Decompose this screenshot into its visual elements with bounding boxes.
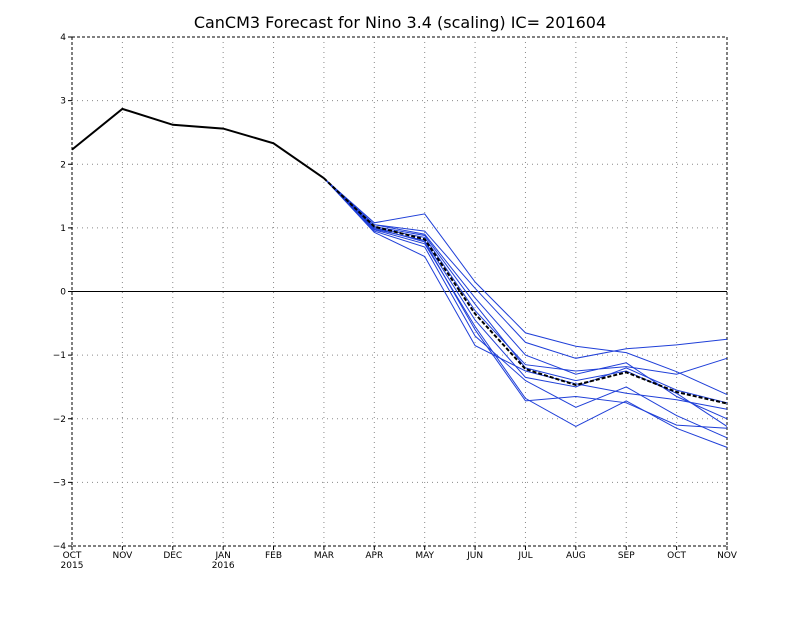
ensemble-mean-line [323,177,728,405]
grid [72,37,727,546]
x-tick-label: SEP [618,551,635,561]
x-tick-label: AUG [566,551,586,561]
x-tick-label: NOV [112,551,133,561]
x-tick-year-label: 2015 [61,561,84,571]
member-series-line [323,177,728,404]
observed-series [71,107,325,180]
member-series-line [323,177,728,448]
x-tick-year-label: 2016 [212,561,235,571]
member-series-line [323,177,728,439]
x-tick-label: JUL [517,551,532,561]
x-tick-label: MAY [415,551,434,561]
y-tick-label: −3 [53,478,66,488]
y-tick-label: 4 [60,33,66,43]
member-series-line [323,177,728,410]
x-tick-label: JUN [466,551,483,561]
x-tick-label: FEB [265,551,282,561]
x-tick-label: OCT [667,551,686,561]
y-tick-label: −1 [53,351,66,361]
plot-frame [71,36,728,547]
chart-title: CanCM3 Forecast for Nino 3.4 (scaling) I… [194,13,606,32]
x-tick-label: JAN [214,551,230,561]
member-series-line [323,177,728,396]
y-tick-label: 2 [60,160,66,170]
x-tick-label: APR [365,551,383,561]
y-tick-label: 1 [60,224,66,234]
x-tick-label: MAR [314,551,334,561]
y-tick-label: −4 [53,542,67,552]
y-tick-label: 0 [60,288,66,298]
y-tick-label: 3 [60,97,66,107]
x-tick-label: NOV [717,551,738,561]
member-series-line [323,177,728,429]
y-tick-label: −2 [53,415,66,425]
member-series-line [323,177,728,359]
ensemble-mean-series [323,177,728,405]
x-tick-label: DEC [163,551,182,561]
x-tick-label: OCT [63,551,82,561]
observed-series-line [71,107,325,180]
